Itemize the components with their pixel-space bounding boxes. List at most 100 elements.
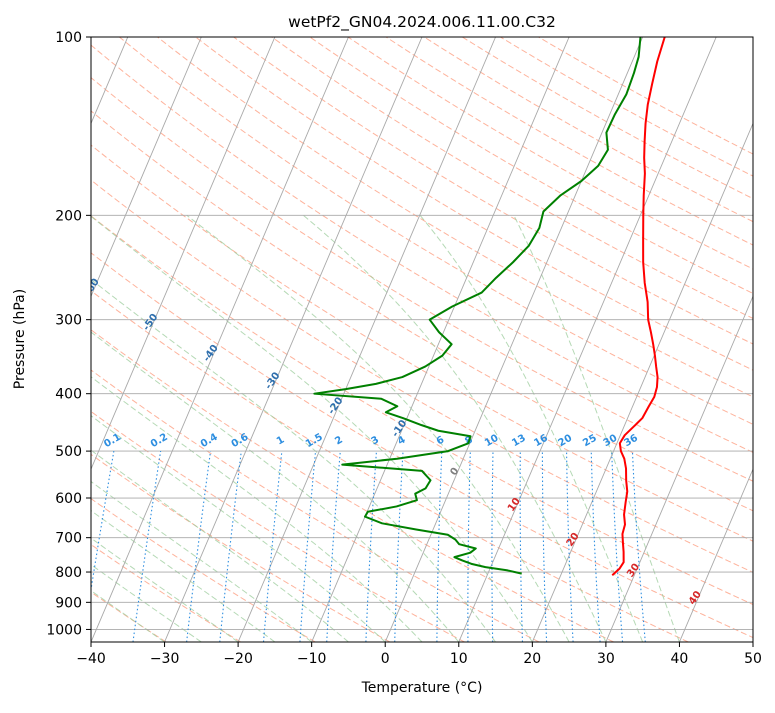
dry-adiabat bbox=[91, 77, 753, 482]
mixing-ratio-label: 0.2 bbox=[149, 432, 170, 450]
dry-adiabat bbox=[91, 44, 753, 453]
isotherm-label: -70 bbox=[26, 236, 45, 257]
x-axis-label: Temperature (°C) bbox=[361, 680, 483, 696]
plot-area: 0.10.20.40.611.52346810131620253036-100-… bbox=[26, 37, 753, 642]
mixing-ratio-line bbox=[186, 451, 212, 642]
dry-adiabat bbox=[538, 37, 753, 155]
x-tick-label: −40 bbox=[76, 651, 106, 667]
moist-adiabat bbox=[91, 509, 276, 642]
isotherm-line bbox=[91, 37, 349, 642]
y-tick-label: 100 bbox=[55, 30, 82, 46]
mixing-ratio-line bbox=[132, 451, 162, 642]
plot-frame bbox=[90, 36, 754, 643]
isotherm-label: -60 bbox=[82, 277, 101, 298]
dry-adiabat bbox=[309, 37, 753, 295]
mixing-ratio-line bbox=[631, 451, 646, 642]
x-tick-label: −20 bbox=[223, 651, 253, 667]
y-tick-label: 900 bbox=[55, 595, 82, 611]
dry-adiabat bbox=[91, 252, 753, 639]
y-tick-label: 600 bbox=[55, 491, 82, 507]
dry-adiabat bbox=[91, 369, 540, 642]
isotherm-line bbox=[311, 37, 570, 642]
mixing-ratio-label: 10 bbox=[483, 433, 501, 450]
dry-adiabat bbox=[91, 215, 753, 606]
x-tick-label: −10 bbox=[297, 651, 327, 667]
mixing-ratio-line bbox=[91, 451, 115, 594]
dry-adiabat bbox=[233, 37, 753, 345]
isotherm-label: -10 bbox=[390, 418, 409, 439]
isotherm-line bbox=[458, 37, 717, 642]
moist-adiabat bbox=[91, 376, 423, 642]
mixing-ratio-line bbox=[365, 451, 378, 642]
moist-adiabat bbox=[91, 590, 165, 642]
x-tick-label: 40 bbox=[670, 651, 688, 667]
x-tick-label: 50 bbox=[744, 651, 762, 667]
moist-adiabat bbox=[186, 214, 570, 642]
moist-adiabat bbox=[91, 564, 202, 642]
dry-adiabat bbox=[91, 498, 316, 642]
mixing-ratio-line bbox=[394, 451, 404, 642]
mixing-ratio-label: 0.4 bbox=[199, 432, 220, 450]
moist-adiabat bbox=[91, 415, 386, 642]
x-tick-label: 0 bbox=[381, 651, 390, 667]
axes: −40 −30 −20 −10 0 10 20 30 40 5010020030040050060… bbox=[46, 30, 762, 667]
moist-adiabat bbox=[91, 331, 460, 642]
temperature-profile bbox=[611, 37, 666, 576]
isotherm-line bbox=[91, 37, 276, 471]
y-tick-label: 700 bbox=[55, 531, 82, 547]
mixing-ratio-line bbox=[299, 451, 317, 642]
moist-adiabat bbox=[91, 537, 239, 642]
dry-adiabat bbox=[461, 37, 753, 200]
moist-adiabat bbox=[91, 480, 312, 642]
isotherm-label: 20 bbox=[565, 531, 582, 549]
dry-adiabat bbox=[91, 329, 614, 642]
y-tick-label: 500 bbox=[55, 444, 82, 460]
mixing-ratio-label: 6 bbox=[435, 434, 447, 447]
dry-adiabat bbox=[91, 144, 753, 542]
dry-adiabat bbox=[157, 37, 753, 398]
dry-adiabat bbox=[195, 37, 753, 371]
mixing-ratio-line bbox=[262, 451, 283, 642]
mixing-ratio-label: 4 bbox=[396, 434, 408, 447]
isotherm-line bbox=[531, 122, 753, 642]
dry-adiabat bbox=[91, 453, 391, 642]
x-tick-label: 30 bbox=[597, 651, 615, 667]
mixing-ratio-label: 30 bbox=[602, 433, 620, 450]
dry-adiabat bbox=[385, 37, 753, 246]
mixing-ratio-label: 2 bbox=[333, 434, 345, 447]
isotherm-line bbox=[605, 295, 753, 642]
isotherm-line bbox=[237, 37, 496, 642]
y-tick-label: 200 bbox=[55, 208, 82, 224]
dry-adiabat bbox=[91, 543, 242, 642]
isotherm-line bbox=[384, 37, 644, 642]
mixing-ratio-label: 13 bbox=[510, 433, 528, 450]
y-tick-label: 1000 bbox=[46, 622, 82, 638]
mixing-ratio-label: 16 bbox=[532, 433, 550, 450]
isotherm-label: -40 bbox=[201, 343, 220, 364]
mixing-ratio-line bbox=[519, 451, 524, 642]
chart-title: wetPf2_GN04.2024.006.11.00.C32 bbox=[288, 13, 556, 32]
dry-adiabat bbox=[91, 290, 689, 642]
isotherm-line bbox=[91, 37, 202, 298]
mixing-ratio-label: 3 bbox=[369, 434, 381, 447]
isotherm-label: -30 bbox=[263, 370, 282, 391]
mixing-ratio-line bbox=[491, 451, 494, 642]
y-tick-label: 400 bbox=[55, 387, 82, 403]
y-axis-label: Pressure (hPa) bbox=[12, 289, 28, 389]
isotherm-line bbox=[164, 37, 423, 642]
moist-adiabat bbox=[91, 278, 496, 642]
x-tick-label: 20 bbox=[523, 651, 541, 667]
dry-adiabat bbox=[91, 591, 167, 642]
mixing-ratio-label: 1 bbox=[275, 434, 287, 447]
mixing-ratio-label: 25 bbox=[581, 433, 599, 450]
moist-adiabat bbox=[91, 215, 533, 642]
isotherm-line bbox=[752, 640, 753, 642]
dry-adiabat bbox=[271, 37, 753, 319]
moist-adiabat bbox=[303, 214, 607, 642]
dewpoint-profile bbox=[313, 37, 642, 575]
y-tick-label: 800 bbox=[55, 565, 82, 581]
isotherm-label: 40 bbox=[687, 589, 704, 607]
moist-adiabat bbox=[513, 215, 680, 642]
